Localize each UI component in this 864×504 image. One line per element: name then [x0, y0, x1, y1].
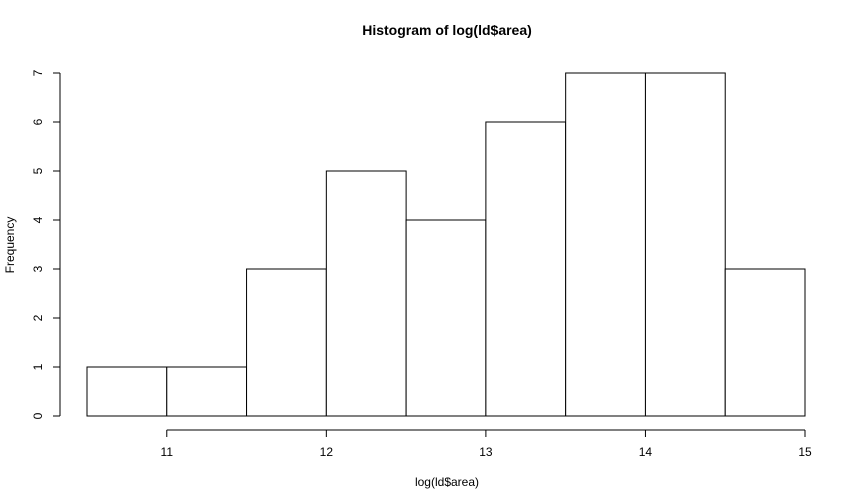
x-tick-label: 14: [639, 445, 653, 459]
y-tick-label: 6: [31, 118, 45, 125]
histogram-bar-4: [325, 170, 407, 417]
x-tick-label: 12: [320, 445, 334, 459]
x-tick-label: 15: [798, 445, 812, 459]
histogram-bar-2: [166, 366, 248, 417]
x-tick-label: 13: [479, 445, 493, 459]
x-axis-label: log(ld$area): [415, 475, 479, 489]
histogram-bar-8: [644, 72, 726, 417]
y-tick-label: 2: [31, 314, 45, 321]
x-tick-label: 11: [161, 445, 174, 459]
y-tick-label: 5: [31, 167, 45, 174]
bars-group: [86, 72, 806, 417]
y-axis-label: Frequency: [3, 217, 17, 274]
histogram-bar-7: [565, 72, 646, 417]
y-tick-label: 3: [31, 265, 45, 272]
y-tick-label: 1: [31, 363, 45, 370]
y-axis: 0 1 2 3 4 5 6 7: [31, 69, 61, 419]
y-tick-label: 0: [31, 412, 45, 419]
histogram-bar-9: [724, 268, 806, 417]
y-tick-label: 4: [31, 216, 45, 223]
chart-title: Histogram of log(ld$area): [362, 22, 532, 38]
histogram-bar-3: [246, 268, 327, 417]
histogram-bar-6: [485, 121, 567, 417]
x-axis: 11 12 13 14 15: [161, 429, 812, 459]
y-tick-label: 7: [31, 69, 45, 76]
histogram-bar-1: [86, 366, 168, 417]
histogram-bar-5: [405, 219, 487, 417]
